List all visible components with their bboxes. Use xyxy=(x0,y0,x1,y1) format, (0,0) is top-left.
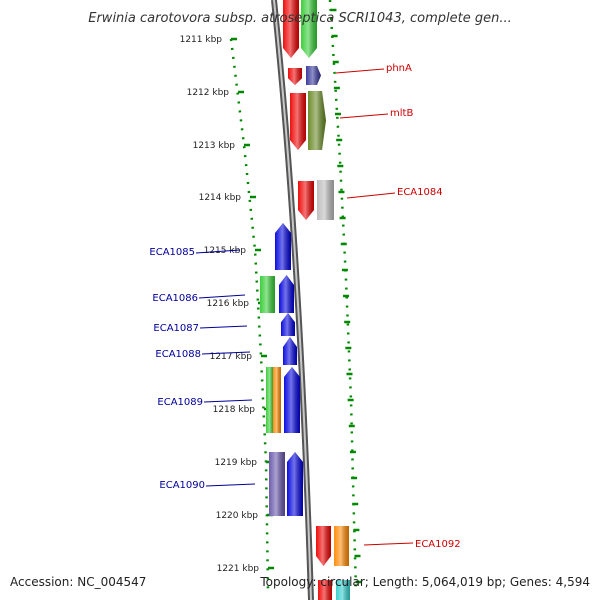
leader-line xyxy=(363,542,414,546)
tick-label: 1213 kbp xyxy=(193,141,236,151)
gene-labels: phnA mltB ECA1084 ECA1085 ECA1086 ECA1087 ECA1… xyxy=(149,63,460,550)
gene-feature[interactable] xyxy=(318,580,332,600)
tick: 1214 kbp xyxy=(199,193,256,203)
leader-line xyxy=(335,68,385,74)
tick: 1212 kbp xyxy=(187,88,244,98)
gene-label-eca1092[interactable]: ECA1092 xyxy=(363,539,461,550)
gene-feature-eca1086[interactable] xyxy=(279,275,294,313)
tick-label: 1211 kbp xyxy=(180,35,223,45)
leader-line xyxy=(198,294,246,299)
gene-label-eca1086[interactable]: ECA1086 xyxy=(152,293,246,304)
gene-label-eca1084[interactable]: ECA1084 xyxy=(346,187,443,199)
right-dotted-guide xyxy=(328,0,358,591)
tick: 1216 kbp xyxy=(207,299,264,309)
tick: 1217 kbp xyxy=(210,352,267,362)
gene-feature-eca1092[interactable] xyxy=(334,526,349,566)
gene-feature-eca1089[interactable] xyxy=(273,367,281,433)
leader-line xyxy=(346,192,396,199)
gene-feature-eca1087[interactable] xyxy=(281,313,295,336)
gene-label-eca1088[interactable]: ECA1088 xyxy=(155,349,251,360)
gene-feature-mltb[interactable] xyxy=(290,93,306,150)
tick-label: 1214 kbp xyxy=(199,193,242,203)
gene-feature-eca1089[interactable] xyxy=(284,367,300,433)
gene-name[interactable]: ECA1090 xyxy=(159,480,205,491)
gene-feature-eca1086[interactable] xyxy=(260,276,275,313)
accession-text: Accession: NC_004547 xyxy=(10,575,146,589)
tick: 1213 kbp xyxy=(193,141,250,151)
gene-feature-eca1090[interactable] xyxy=(269,452,285,516)
topology-text: Topology: circular; Length: 5,064,019 bp… xyxy=(259,575,590,589)
leader-line xyxy=(195,249,241,254)
gene-name[interactable]: ECA1084 xyxy=(397,187,443,198)
tick-label: 1218 kbp xyxy=(213,405,256,415)
tick-label: 1216 kbp xyxy=(207,299,250,309)
backbone-highlight xyxy=(273,0,312,600)
leader-line xyxy=(203,399,253,403)
gene-name[interactable]: phnA xyxy=(386,63,412,74)
gene-feature-mltb[interactable] xyxy=(308,91,326,150)
gene-feature-eca1090[interactable] xyxy=(287,452,303,516)
gene-feature-eca1084[interactable] xyxy=(298,181,314,220)
tick: 1219 kbp xyxy=(215,458,272,468)
tick-label: 1212 kbp xyxy=(187,88,230,98)
gene-name[interactable]: ECA1087 xyxy=(153,323,199,334)
tick-label: 1219 kbp xyxy=(215,458,258,468)
gene-label-eca1087[interactable]: ECA1087 xyxy=(153,323,248,334)
gene-feature-phna[interactable] xyxy=(306,66,321,85)
tick: 1211 kbp xyxy=(180,35,237,45)
tick-label: 1221 kbp xyxy=(217,564,260,574)
gene-feature-eca1085[interactable] xyxy=(275,223,291,270)
leader-line xyxy=(201,351,251,355)
map-title: Erwinia carotovora subsp. atroseptica SC… xyxy=(88,11,511,26)
gene-name[interactable]: ECA1085 xyxy=(149,247,195,258)
gene-name[interactable]: mltB xyxy=(390,108,413,119)
leader-line xyxy=(199,325,248,329)
tick-label: 1217 kbp xyxy=(210,352,253,362)
gene-name[interactable]: ECA1092 xyxy=(415,539,461,550)
leader-line xyxy=(205,483,256,487)
gene-feature[interactable] xyxy=(301,0,317,58)
gene-name[interactable]: ECA1086 xyxy=(152,293,198,304)
gene-label-eca1085[interactable]: ECA1085 xyxy=(149,247,241,258)
gene-feature-phna[interactable] xyxy=(288,68,302,85)
gene-label-eca1089[interactable]: ECA1089 xyxy=(157,397,253,408)
gene-name[interactable]: ECA1088 xyxy=(155,349,201,360)
gene-feature[interactable] xyxy=(283,0,299,58)
gene-feature-eca1088[interactable] xyxy=(283,337,297,365)
gene-feature-eca1092[interactable] xyxy=(316,526,331,566)
gene-feature-eca1084[interactable] xyxy=(317,180,334,220)
gene-label-mltb[interactable]: mltB xyxy=(339,108,413,119)
gene-feature-eca1089[interactable] xyxy=(266,367,274,433)
gene-features xyxy=(260,0,350,600)
gene-label-phna[interactable]: phnA xyxy=(335,63,412,74)
dotted-guides xyxy=(229,0,362,591)
gene-label-eca1090[interactable]: ECA1090 xyxy=(159,480,256,491)
tick: 1221 kbp xyxy=(217,564,274,574)
leader-line xyxy=(339,113,389,119)
sequence-backbone xyxy=(271,0,314,600)
tick: 1218 kbp xyxy=(213,405,270,415)
left-dotted-guide xyxy=(229,38,270,591)
gene-feature[interactable] xyxy=(336,580,350,600)
tick: 1220 kbp xyxy=(216,511,273,521)
gene-name[interactable]: ECA1089 xyxy=(157,397,203,408)
tick-label: 1220 kbp xyxy=(216,511,259,521)
